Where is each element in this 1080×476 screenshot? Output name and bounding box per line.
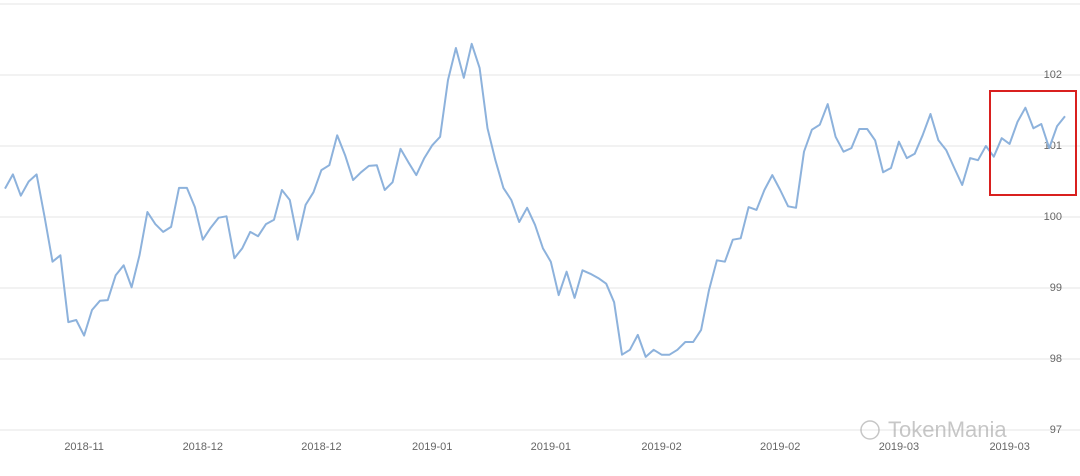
- watermark-text: TokenMania: [888, 417, 1007, 442]
- x-tick-label: 2018-12: [183, 441, 223, 453]
- watermark-icon: [860, 420, 880, 440]
- x-tick-label: 2018-12: [301, 441, 341, 453]
- watermark: TokenMania: [860, 417, 1007, 442]
- y-tick-label: 97: [1050, 424, 1062, 436]
- x-tick-label: 2019-02: [760, 441, 800, 453]
- x-tick-label: 2019-01: [412, 441, 452, 453]
- y-tick-label: 102: [1044, 69, 1062, 81]
- x-tick-label: 2019-03: [879, 441, 919, 453]
- x-tick-label: 2018-11: [64, 441, 104, 453]
- x-tick-label: 2019-02: [641, 441, 681, 453]
- highlight-box: [989, 90, 1077, 196]
- x-tick-label: 2019-03: [989, 441, 1029, 453]
- y-tick-label: 98: [1050, 353, 1062, 365]
- y-tick-label: 99: [1050, 282, 1062, 294]
- y-tick-label: 100: [1044, 211, 1062, 223]
- x-tick-label: 2019-01: [531, 441, 571, 453]
- data-line: [4, 42, 1066, 358]
